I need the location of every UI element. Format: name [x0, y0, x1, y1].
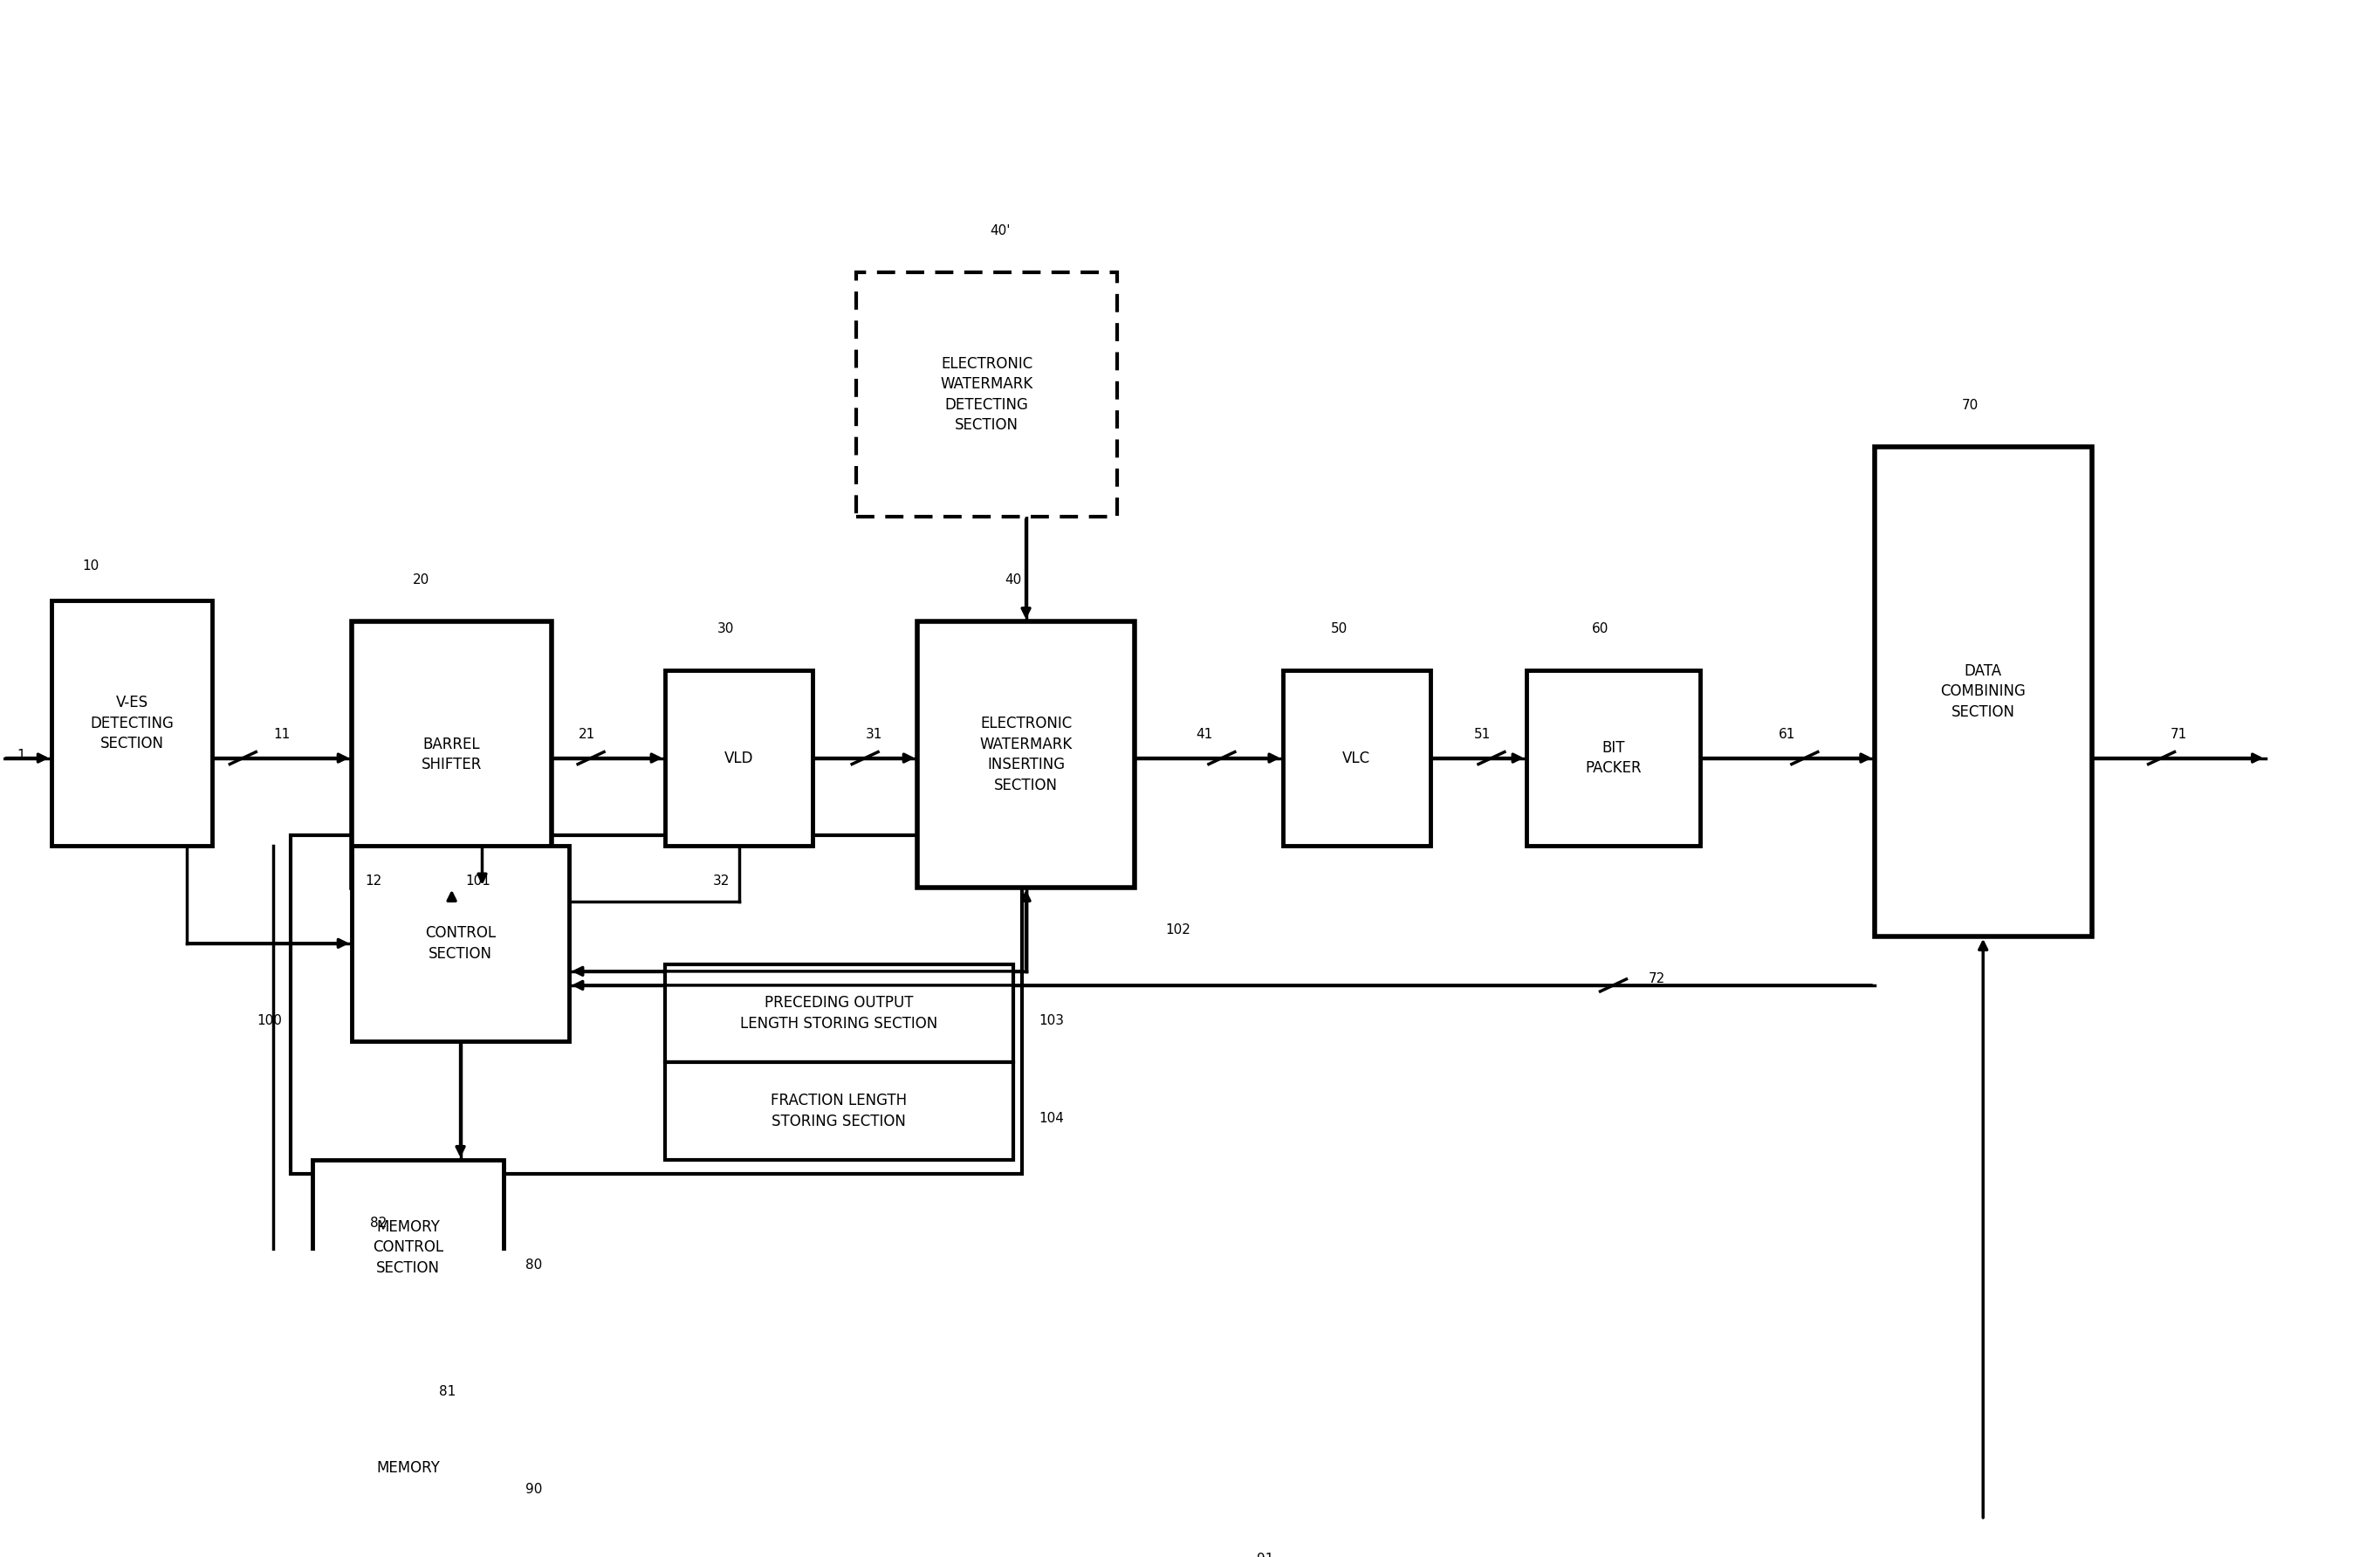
Text: 61: 61	[1778, 727, 1797, 741]
Text: 104: 104	[1040, 1112, 1064, 1126]
Text: 102: 102	[1166, 923, 1190, 936]
Bar	[916, 621, 1135, 887]
Bar	[1875, 447, 2092, 936]
Text: 40': 40'	[990, 224, 1009, 237]
Text: DATA
COMBINING
SECTION: DATA COMBINING SECTION	[1940, 663, 2025, 719]
Text: 91: 91	[1257, 1552, 1273, 1557]
Text: PRECEDING OUTPUT
LENGTH STORING SECTION: PRECEDING OUTPUT LENGTH STORING SECTION	[740, 995, 938, 1031]
Text: FRACTION LENGTH
STORING SECTION: FRACTION LENGTH STORING SECTION	[771, 1093, 907, 1129]
Bar	[664, 964, 1014, 1062]
Text: V-ES
DETECTING
SECTION: V-ES DETECTING SECTION	[90, 694, 174, 752]
Text: 40: 40	[1004, 573, 1021, 587]
Text: BIT
PACKER: BIT PACKER	[1585, 740, 1642, 777]
Text: 81: 81	[440, 1384, 457, 1398]
Text: 80: 80	[526, 1260, 543, 1272]
Text: 11: 11	[274, 727, 290, 741]
Bar	[664, 671, 814, 845]
Bar	[290, 835, 1021, 1174]
Text: 12: 12	[364, 875, 383, 887]
Text: MEMORY: MEMORY	[376, 1460, 440, 1476]
Bar	[1283, 671, 1430, 845]
Text: 10: 10	[83, 559, 100, 573]
Text: 101: 101	[466, 875, 490, 887]
Text: 21: 21	[578, 727, 595, 741]
Text: 32: 32	[714, 875, 731, 887]
Text: 60: 60	[1592, 623, 1609, 635]
Text: CONTROL
SECTION: CONTROL SECTION	[426, 925, 495, 962]
Text: 31: 31	[866, 727, 883, 741]
Bar	[1526, 671, 1699, 845]
Bar	[352, 845, 569, 1042]
Text: 50: 50	[1330, 623, 1347, 635]
Text: 82: 82	[369, 1218, 386, 1230]
Text: 20: 20	[412, 573, 431, 587]
Text: 90: 90	[526, 1482, 543, 1496]
Text: 70: 70	[1961, 399, 1978, 413]
Text: VLD: VLD	[724, 750, 754, 766]
Bar	[312, 1404, 505, 1531]
Bar	[664, 1062, 1014, 1160]
Text: ELECTRONIC
WATERMARK
DETECTING
SECTION: ELECTRONIC WATERMARK DETECTING SECTION	[940, 355, 1033, 433]
Text: MEMORY
CONTROL
SECTION: MEMORY CONTROL SECTION	[374, 1219, 443, 1275]
Bar	[857, 272, 1116, 517]
Bar	[312, 1160, 505, 1334]
Text: 1: 1	[17, 749, 26, 761]
Text: 72: 72	[1649, 972, 1666, 986]
Text: 30: 30	[716, 623, 735, 635]
Text: 71: 71	[2171, 727, 2187, 741]
Bar	[52, 601, 212, 845]
Text: VLC: VLC	[1342, 750, 1371, 766]
Text: 100: 100	[257, 1014, 283, 1028]
Text: BARREL
SHIFTER: BARREL SHIFTER	[421, 736, 483, 772]
Text: ELECTRONIC
WATERMARK
INSERTING
SECTION: ELECTRONIC WATERMARK INSERTING SECTION	[981, 716, 1073, 794]
Text: 51: 51	[1473, 727, 1492, 741]
Text: 41: 41	[1197, 727, 1214, 741]
Text: 103: 103	[1040, 1014, 1064, 1028]
Bar	[352, 621, 552, 887]
